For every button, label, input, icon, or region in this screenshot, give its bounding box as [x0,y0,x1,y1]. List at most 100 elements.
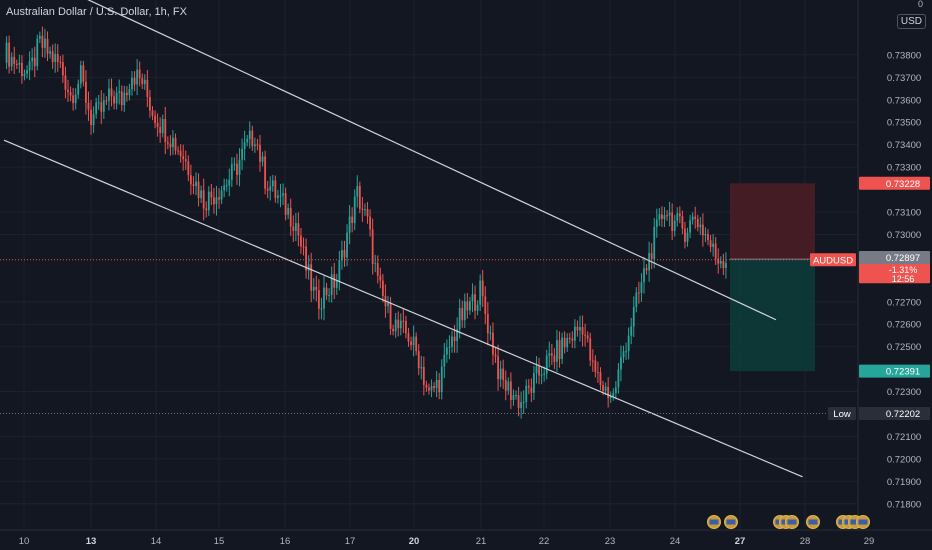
candle-body [453,336,456,342]
candle-body [410,341,412,346]
candle-body [425,384,428,388]
candle-body [79,65,82,84]
candle-body [120,91,123,106]
candle-body [325,287,328,296]
grid [0,0,870,530]
stop-loss-zone [729,183,815,260]
candle-body [699,224,702,228]
time-tick-label: 17 [345,536,356,547]
candle-body [133,77,136,85]
candle-body [535,366,538,374]
candle-body [479,280,482,305]
candle-body [604,386,607,391]
candle-body [189,175,192,185]
candle-body [622,351,625,358]
candle-body [704,234,707,236]
candle-body [197,181,200,199]
candle-body [653,226,656,260]
candle-body [571,338,574,341]
candle-body [627,335,630,352]
price-tick-label: 0.72300 [887,387,921,398]
candle-body [215,197,218,205]
candle-body [294,223,297,231]
candle-body [609,396,612,399]
candle-body [241,148,243,160]
candle-body [438,379,441,393]
candle-body [689,220,691,233]
candle-body [645,268,648,271]
currency-button[interactable]: USD [896,14,926,29]
candle-body [97,102,100,104]
candle-body [725,262,727,268]
candle-body [594,360,597,373]
candle-body [640,282,643,293]
candle-body [115,92,118,104]
candle-body [131,77,133,90]
candle-body [44,38,46,48]
candle-body [118,91,121,93]
candle-body [161,119,164,134]
candle-body [666,215,668,217]
candle-body [469,301,471,311]
time-tick-label: 28 [800,536,811,547]
candle-body [23,73,26,77]
candle-body [330,274,333,295]
candle-body [561,337,563,359]
candle-body [489,332,492,334]
candle-body [92,114,95,126]
candle-body [643,268,645,283]
candle-body [266,188,269,191]
candle-body [233,163,236,165]
price-marker-label: Low [833,409,851,420]
time-tick-label: 16 [280,536,291,547]
candle-body [192,184,195,186]
flag-icon [709,519,719,525]
candle-body [307,264,310,271]
candle-body [277,195,279,198]
candle-body [463,301,466,321]
candle-body [51,51,54,63]
candle-body [223,185,226,191]
candle-body [673,220,676,231]
candle-body [709,240,712,248]
candle-body [328,294,331,296]
position-zones[interactable] [729,183,815,372]
candle-body [430,386,433,391]
candle-body [123,92,126,106]
candle-body [177,150,179,152]
price-tick-label: 0.73400 [887,140,921,151]
currency-menu-mark: 0 [917,0,923,9]
candle-body [59,61,62,63]
price-marker-tag [810,253,856,267]
candle-body [635,292,638,307]
trendlines[interactable] [0,0,858,478]
time-tick-label: 24 [670,536,681,547]
candle-body [246,139,249,143]
candle-body [597,372,599,374]
candle-body [312,286,315,291]
candle-body [471,294,474,302]
candle-body [300,235,302,247]
candle-body [445,347,448,355]
candle-body [310,264,313,291]
candle-body [102,100,105,112]
candle-body [46,38,49,54]
candle-body [317,290,320,309]
candle-body [369,216,371,230]
candle-body [64,75,67,90]
candle-body [230,164,233,180]
candle-body [507,381,510,391]
candle-body [712,243,715,248]
candle-body [100,102,103,112]
event-icons[interactable] [707,515,870,529]
candle-body [136,69,139,85]
candle-body [297,223,300,236]
candle-body [253,144,256,147]
candle-body [61,62,64,76]
candle-body [146,79,149,98]
time-axis[interactable]: 10 13 14 15 16 17 20 21 22 23 24 27 28 29 [0,529,932,547]
flag-icon [787,519,797,525]
candle-body [602,385,604,391]
candle-body [21,62,23,77]
